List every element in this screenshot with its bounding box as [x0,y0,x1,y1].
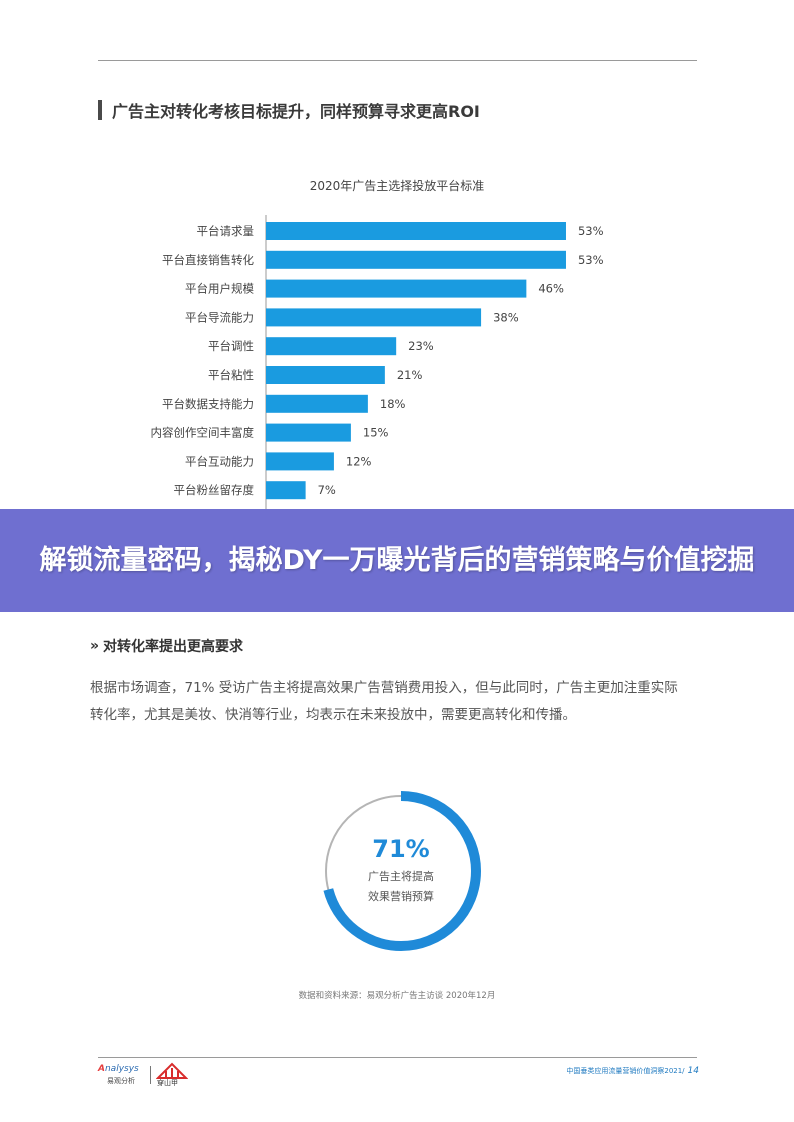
value-label: 15% [363,426,389,440]
category-label: 平台直接销售转化 [162,253,254,267]
value-label: 12% [346,454,372,468]
top-rule [98,60,697,61]
bar [266,308,482,327]
category-label: 平台调性 [208,339,254,353]
value-label: 21% [397,368,423,382]
value-label: 53% [578,253,604,267]
category-label: 平台导流能力 [185,310,254,324]
page-number: 14 [687,1066,699,1076]
report-title: 中国垂类应用流量营销价值洞察2021/ [566,1067,685,1075]
body-paragraph: 根据市场调查，71% 受访广告主将提高效果广告营销费用投入，但与此同时，广告主更… [90,680,678,723]
category-label: 平台粘性 [208,368,254,382]
value-label: 46% [538,282,564,296]
value-label: 7% [318,483,336,497]
value-label: 53% [578,224,604,238]
bar [266,481,306,500]
analysys-logo: Analysys [98,1064,139,1074]
donut-arc [321,791,481,951]
analysys-logo-accent: A [98,1064,105,1074]
donut-value: 71% [372,835,430,863]
donut-center: 71% 广告主将提高 效果营销预算 [321,791,481,951]
bar [266,222,566,240]
bottom-rule [98,1057,697,1058]
donut-label-line2: 效果营销预算 [368,890,434,903]
bar [266,279,527,298]
section-heading: 广告主对转化考核目标提升，同样预算寻求更高ROI [98,98,480,122]
value-label: 38% [493,310,519,324]
category-label: 平台数据支持能力 [162,397,254,411]
value-label: 18% [380,397,406,411]
bar [266,366,385,384]
footer-report-info: 中国垂类应用流量营销价值洞察2021/14 [566,1066,699,1076]
sub-heading-text: 对转化率提出更高要求 [103,639,244,655]
double-chevron-icon: » [90,638,100,654]
category-label: 内容创作空间丰富度 [151,426,255,440]
bar [266,250,566,269]
bar-chart: 平台请求量 53% 平台直接销售转化 53% 平台用户规模 46% 平台导流能力 38% 平台调… [151,215,604,535]
donut-label-line1: 广告主将提高 [368,870,434,883]
source-note: 数据和资料来源：易观分析广告主访谈 2020年12月 [298,991,496,1001]
pangle-logo-icon [156,1062,188,1079]
banner-text: 解锁流量密码，揭秘DY一万曝光背后的营销策略与价值挖掘 [39,544,755,576]
bar [266,423,351,442]
bar [266,452,334,471]
pangle-logo-text: 穿山甲 [157,1079,178,1087]
section-title: 广告主对转化考核目标提升，同样预算寻求更高ROI [112,102,480,121]
category-label: 平台互动能力 [185,454,254,468]
sub-heading: » 对转化率提出更高要求 [90,636,243,656]
chart-title: 2020年广告主选择投放平台标准 [309,179,485,193]
overlay-banner: 解锁流量密码，揭秘DY一万曝光背后的营销策略与价值挖掘 [0,509,794,612]
analysys-logo-cn: 易观分析 [107,1077,135,1085]
category-label: 平台粉丝留存度 [174,483,255,497]
heading-accent-bar [98,100,102,120]
donut-chart [321,791,481,951]
analysys-logo-text: nalysys [104,1064,139,1074]
category-label: 平台用户规模 [185,282,254,296]
category-label: 平台请求量 [197,224,255,238]
value-label: 23% [408,339,434,353]
bar [266,394,368,413]
logo-separator [150,1066,151,1084]
bar [266,337,397,356]
